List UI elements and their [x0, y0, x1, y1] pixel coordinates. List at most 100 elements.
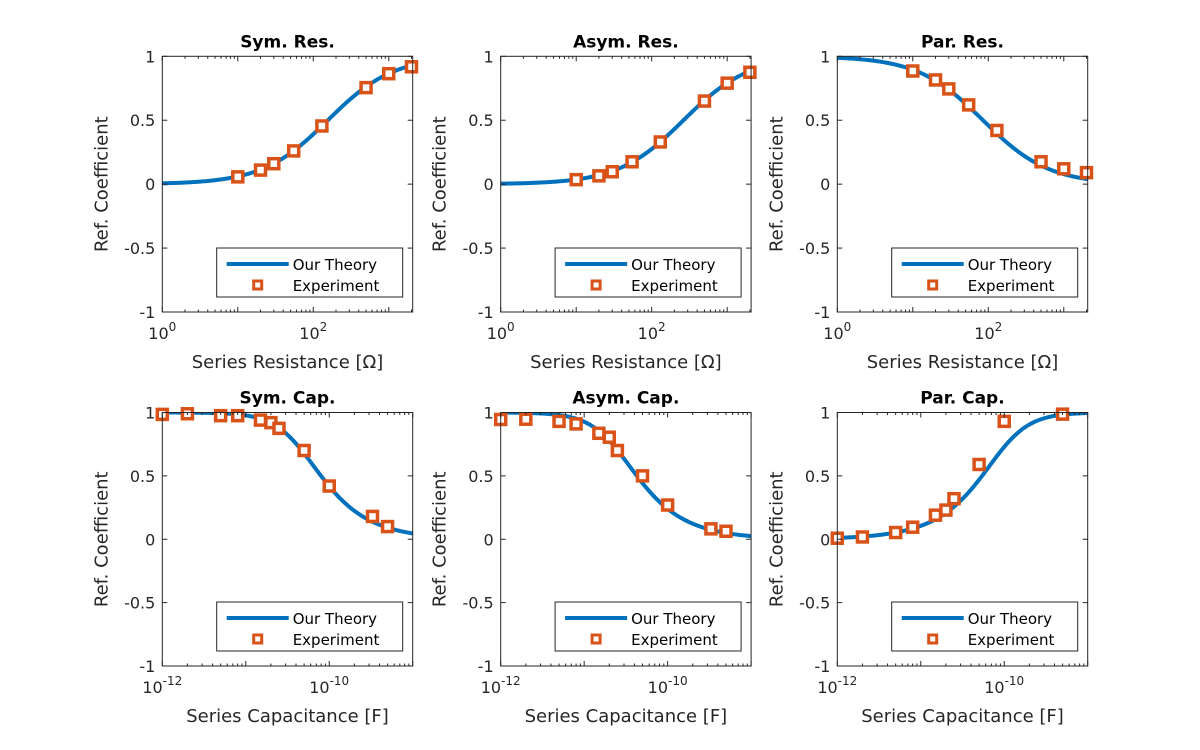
y-tick-label: -1 [139, 303, 155, 322]
y-tick-label: -0.5 [462, 594, 493, 613]
y-tick-label: 1 [484, 404, 494, 423]
experiment-point [653, 135, 668, 149]
experiment-point [592, 169, 606, 183]
legend-marker-icon [927, 633, 939, 645]
y-tick-label: -1 [478, 657, 494, 676]
legend: Our Theory Experiment [216, 601, 404, 652]
x-axis-label: Series Capacitance [F] [861, 706, 1064, 727]
x-tick-label: 10-10 [648, 674, 688, 697]
experiment-point [602, 430, 617, 444]
x-tick-base: 10 [648, 678, 668, 697]
y-axis-label: Ref. Coefficient [430, 116, 451, 252]
experiment-point [660, 498, 675, 512]
experiment-point [625, 155, 639, 169]
experiment-point [380, 519, 395, 534]
subplot-title: Par. Res. [921, 32, 1004, 52]
subplot-title: Sym. Res. [240, 32, 335, 52]
experiment-point [720, 76, 734, 90]
experiment-point [267, 156, 281, 171]
x-tick-label: 100 [823, 320, 851, 343]
experiment-point [961, 98, 976, 112]
x-tick-label: 100 [487, 320, 515, 343]
subplot-title: Par. Cap. [920, 389, 1004, 409]
x-tick-exponent: -10 [668, 674, 688, 688]
y-tick-label: 0 [820, 530, 830, 549]
x-tick-exponent: -10 [330, 674, 350, 688]
x-tick-base: 10 [142, 678, 162, 697]
y-tick-label: 1 [145, 47, 155, 66]
legend-label: Experiment [968, 277, 1055, 295]
legend-marker-icon [252, 633, 264, 645]
x-axis-label: Series Resistance [Ω] [867, 352, 1059, 373]
experiment-point [610, 443, 625, 458]
experiment-point [519, 412, 533, 426]
legend-label: Experiment [968, 631, 1055, 649]
x-tick-base: 10 [148, 324, 168, 343]
x-tick-label: 100 [148, 320, 176, 343]
legend: Our Theory Experiment [554, 601, 742, 652]
experiment-point [697, 94, 712, 108]
x-axis-label: Series Resistance [Ω] [530, 352, 722, 373]
y-tick-label: 0 [484, 175, 494, 194]
y-tick-label: -0.5 [799, 594, 830, 613]
y-axis-label: Ref. Coefficient [91, 116, 112, 252]
x-tick-exponent: 0 [844, 320, 852, 334]
legend-label: Our Theory [293, 610, 377, 628]
experiment-point [272, 421, 286, 436]
y-tick-label: 1 [820, 47, 830, 66]
x-tick-exponent: -10 [1005, 674, 1025, 688]
experiment-point [359, 80, 373, 95]
experiment-point [939, 503, 953, 517]
y-tick-label: 0.5 [468, 111, 493, 130]
y-tick-label: 0.5 [805, 467, 830, 486]
experiment-point [855, 530, 870, 544]
x-tick-label: 10-12 [817, 674, 857, 697]
x-axis-label: Series Resistance [Ω] [192, 352, 384, 373]
y-tick-label: -0.5 [124, 239, 155, 258]
legend-label: Our Theory [631, 256, 715, 274]
legend-marker-icon [590, 633, 602, 645]
y-tick-label: 0.5 [468, 467, 493, 486]
x-tick-label: 102 [638, 320, 666, 343]
experiment-point [365, 509, 380, 524]
experiment-point [592, 426, 606, 441]
x-tick-exponent: 0 [169, 320, 177, 334]
x-tick-label: 10-12 [481, 674, 521, 697]
y-axis-label: Ref. Coefficient [430, 471, 451, 607]
experiment-point [1034, 155, 1048, 169]
legend-label: Experiment [293, 631, 380, 649]
experiment-point [322, 479, 336, 493]
legend: Our Theory Experiment [891, 601, 1079, 652]
experiment-point [972, 457, 986, 472]
legend-label: Our Theory [631, 610, 715, 628]
theory-curve [837, 412, 1088, 540]
experiment-point [928, 508, 943, 522]
x-tick-base: 10 [817, 678, 837, 697]
x-tick-exponent: 2 [658, 320, 666, 334]
experiment-point [213, 408, 228, 423]
experiment-point [404, 60, 419, 74]
y-tick-label: -0.5 [462, 239, 493, 258]
legend: Our Theory Experiment [891, 247, 1079, 298]
experiment-point [719, 524, 733, 539]
y-axis-label: Ref. Coefficient [766, 116, 787, 252]
experiment-point [704, 522, 718, 536]
experiment-point [942, 82, 956, 96]
y-axis-label: Ref. Coefficient [766, 471, 787, 607]
legend-box [216, 601, 404, 652]
experiment-point [947, 491, 961, 506]
y-tick-label: 0 [145, 530, 155, 549]
experiment-point [569, 417, 583, 431]
experiment-point [928, 73, 943, 87]
experiment-point [1057, 162, 1071, 176]
x-tick-base: 10 [974, 324, 994, 343]
y-tick-label: -0.5 [124, 594, 155, 613]
experiment-point [286, 144, 301, 158]
x-tick-label: 10-12 [142, 674, 182, 697]
experiment-point [888, 525, 903, 540]
legend-box [554, 247, 742, 298]
